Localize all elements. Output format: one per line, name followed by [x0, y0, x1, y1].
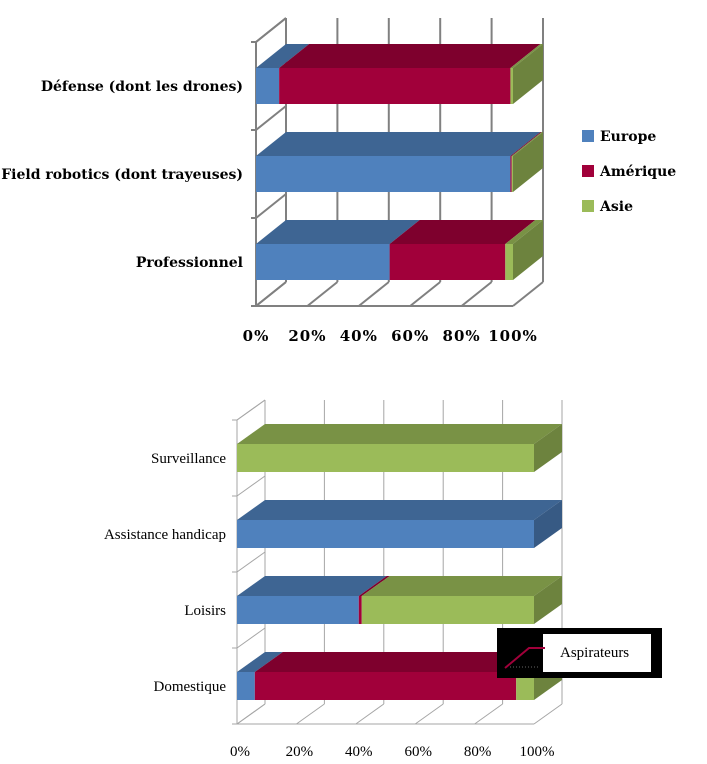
- bar-segment: [511, 156, 513, 192]
- bar-top: [510, 44, 543, 68]
- bar-top: [237, 500, 562, 520]
- bar-top: [237, 652, 283, 672]
- floor-line: [306, 281, 339, 307]
- legend-swatch: [582, 130, 594, 142]
- chart-service-robotics: Surveillance Assistance handicap Loisirs Do…: [104, 399, 563, 760]
- x-tick-label: 20%: [286, 744, 314, 760]
- category-label: Field robotics (dont trayeuses): [1, 167, 243, 183]
- bar-top: [361, 576, 562, 596]
- bar-segment: [254, 672, 517, 700]
- floor-line: [533, 703, 563, 725]
- bar-top: [256, 132, 541, 156]
- bar-segment: [256, 156, 511, 192]
- bar-top: [510, 132, 542, 156]
- category-separator: [255, 281, 287, 307]
- category-label: Surveillance: [151, 451, 226, 467]
- category-separator: [236, 551, 266, 573]
- bar-side: [513, 44, 543, 104]
- category-label: Défense (dont les drones): [41, 79, 243, 95]
- bar-top: [237, 424, 562, 444]
- floor-line: [512, 281, 544, 307]
- category-separator: [236, 475, 266, 497]
- annotation-leader-line: [504, 647, 545, 669]
- x-tick-label: 20%: [288, 327, 326, 345]
- bar-segment: [237, 672, 255, 700]
- category-separator: [255, 17, 287, 43]
- x-tick-label: 100%: [520, 744, 555, 760]
- legend-label: Europe: [600, 129, 656, 145]
- bar-top: [505, 220, 543, 244]
- bar-segment: [358, 596, 362, 624]
- floor-line: [460, 281, 493, 307]
- x-tick-label: 0%: [230, 744, 250, 760]
- bar-side: [513, 132, 543, 192]
- category-separator: [255, 193, 287, 219]
- x-tick-label: 0%: [243, 327, 270, 345]
- bar-segment: [510, 156, 512, 192]
- annotation-callout: Aspirateurs: [497, 628, 662, 678]
- annotation-box: [543, 634, 651, 672]
- bar-top: [358, 576, 390, 596]
- bar-segment: [256, 244, 390, 280]
- chart-professional-robotics: Défense (dont les drones) Field robotics …: [1, 17, 544, 345]
- floor-line: [355, 703, 385, 725]
- category-separator: [236, 627, 266, 649]
- floor-line: [409, 281, 441, 307]
- bar-top: [511, 132, 543, 156]
- bar-top: [237, 576, 387, 596]
- bar-side: [534, 500, 562, 548]
- x-tick-label: 60%: [391, 327, 429, 345]
- category-label: Loisirs: [184, 603, 226, 619]
- legend-label: Amérique: [599, 164, 676, 180]
- bar-top: [256, 220, 420, 244]
- floor-line: [414, 703, 444, 725]
- floor-line: [474, 703, 503, 725]
- category-separator: [236, 703, 266, 725]
- category-separator: [255, 105, 287, 131]
- bar-segment: [516, 672, 534, 700]
- legend-label: Asie: [599, 199, 633, 215]
- category-label: Domestique: [154, 679, 227, 695]
- bar-segment: [505, 244, 513, 280]
- x-tick-label: 40%: [340, 327, 378, 345]
- floor-line: [358, 281, 390, 307]
- legend-swatch: [582, 165, 594, 177]
- legend: Europe Amérique Asie: [582, 129, 676, 215]
- annotation-label: Aspirateurs: [560, 645, 629, 661]
- x-tick-label: 80%: [443, 327, 481, 345]
- x-tick-label: 80%: [464, 744, 492, 760]
- bar-segment: [237, 444, 534, 472]
- x-tick-label: 100%: [488, 327, 538, 345]
- bar-segment: [237, 596, 359, 624]
- bar-segment: [510, 68, 513, 104]
- bar-top: [279, 44, 541, 68]
- bar-side: [513, 220, 543, 280]
- bar-segment: [389, 244, 506, 280]
- category-label: Professionnel: [136, 255, 243, 271]
- bar-segment: [361, 596, 534, 624]
- floor-line: [296, 703, 325, 725]
- x-tick-label: 40%: [345, 744, 373, 760]
- bar-segment: [256, 68, 280, 104]
- x-tick-label: 60%: [404, 744, 432, 760]
- bar-top: [256, 44, 310, 68]
- bar-side: [534, 576, 562, 624]
- category-separator: [236, 399, 266, 421]
- bar-segment: [279, 68, 511, 104]
- bar-top: [254, 652, 545, 672]
- category-label: Assistance handicap: [104, 527, 226, 543]
- bar-segment: [237, 520, 534, 548]
- bar-top: [389, 220, 536, 244]
- legend-swatch: [582, 200, 594, 212]
- bar-side: [534, 424, 562, 472]
